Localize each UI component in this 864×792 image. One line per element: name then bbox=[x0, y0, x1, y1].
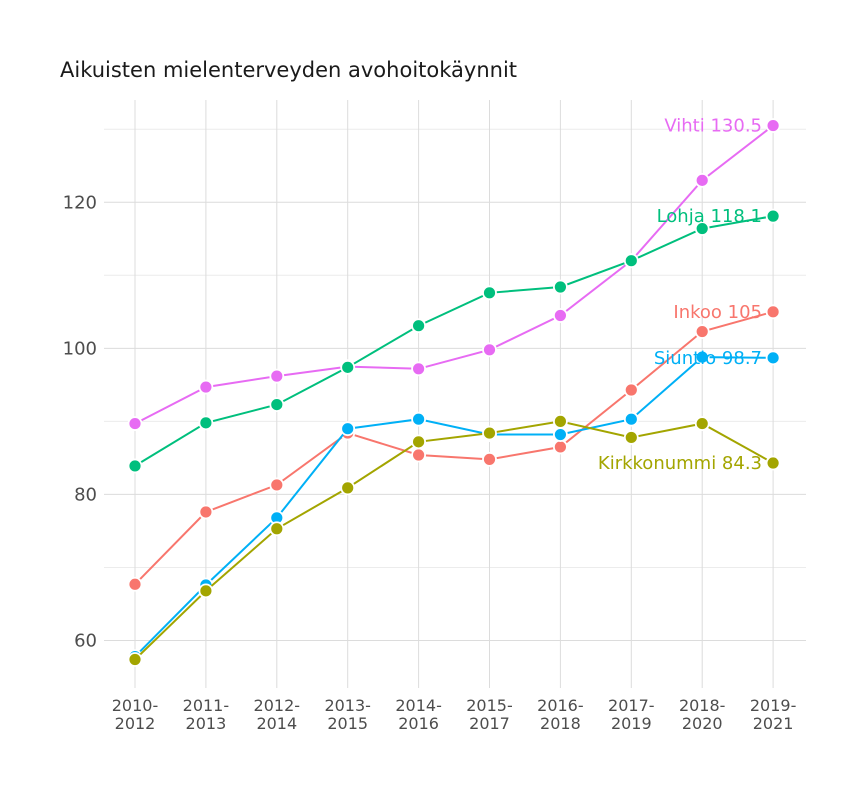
x-tick-label: 2012- bbox=[254, 696, 301, 715]
data-point bbox=[694, 349, 710, 365]
data-point bbox=[765, 208, 781, 224]
data-point bbox=[127, 458, 143, 474]
end-label-kirkkonummi: Kirkkonummi 84.3 bbox=[598, 453, 762, 474]
data-point bbox=[269, 368, 285, 384]
data-point bbox=[127, 416, 143, 431]
data-point bbox=[411, 434, 427, 450]
data-point bbox=[198, 583, 214, 599]
x-tick-label: 2017 bbox=[469, 714, 510, 733]
data-point bbox=[340, 480, 356, 496]
data-point bbox=[269, 521, 285, 537]
series-line bbox=[134, 310, 774, 586]
data-point bbox=[765, 455, 781, 471]
data-point bbox=[340, 421, 356, 437]
data-point bbox=[694, 324, 710, 339]
x-axis: 2010-2012 2011-2013 2012-2014 2013-2015 2014… bbox=[112, 696, 797, 733]
data-point bbox=[765, 118, 781, 133]
series-line bbox=[134, 420, 774, 661]
end-label-inkoo: Inkoo 105 bbox=[673, 302, 762, 323]
data-point bbox=[411, 318, 427, 334]
series-layer bbox=[127, 118, 781, 667]
series-line bbox=[134, 215, 774, 467]
y-tick-label: 120 bbox=[63, 192, 97, 213]
data-point bbox=[269, 477, 285, 493]
chart-title: Aikuisten mielenterveyden avohoitokäynni… bbox=[60, 58, 517, 82]
y-tick-label: 60 bbox=[74, 631, 97, 652]
series-siuntio bbox=[127, 349, 781, 664]
data-point bbox=[623, 382, 639, 398]
x-tick-label: 2014- bbox=[395, 696, 442, 715]
end-label-siuntio: Siuntio 98.7 bbox=[654, 348, 762, 369]
x-tick-label: 2019- bbox=[750, 696, 797, 715]
data-point bbox=[198, 504, 214, 520]
data-point bbox=[127, 652, 143, 667]
x-tick-label: 2016 bbox=[398, 714, 439, 733]
x-tick-label: 2016- bbox=[537, 696, 584, 715]
x-tick-label: 2012 bbox=[115, 714, 156, 733]
data-point bbox=[553, 279, 568, 295]
data-point bbox=[553, 439, 568, 455]
data-point bbox=[553, 427, 568, 442]
x-tick-label: 2021 bbox=[753, 714, 794, 733]
data-point bbox=[623, 411, 639, 427]
data-point bbox=[482, 285, 497, 301]
data-point bbox=[127, 576, 143, 592]
data-point bbox=[411, 447, 427, 463]
series-lohja bbox=[127, 208, 781, 474]
series-line bbox=[134, 124, 774, 425]
x-tick-label: 2013- bbox=[324, 696, 371, 715]
y-tick-label: 100 bbox=[63, 338, 97, 359]
data-point bbox=[482, 342, 497, 358]
series-vihti bbox=[127, 118, 781, 431]
data-point bbox=[694, 416, 710, 431]
data-point bbox=[198, 415, 214, 431]
data-point bbox=[553, 413, 568, 429]
data-point bbox=[623, 253, 639, 269]
data-point bbox=[553, 308, 568, 323]
end-label-vihti: Vihti 130.5 bbox=[664, 116, 762, 137]
series-line bbox=[134, 356, 774, 658]
data-point bbox=[198, 379, 214, 395]
x-tick-label: 2011- bbox=[183, 696, 230, 715]
data-point bbox=[482, 425, 497, 441]
data-point bbox=[765, 304, 781, 320]
end-label-lohja: Lohja 118.1 bbox=[657, 206, 762, 227]
x-tick-label: 2015 bbox=[327, 714, 368, 733]
end-labels: Vihti 130.5 Lohja 118.1 Inkoo 105 Siuntio 9… bbox=[598, 116, 762, 474]
x-tick-label: 2018 bbox=[540, 714, 581, 733]
data-point bbox=[623, 430, 639, 445]
x-tick-label: 2010- bbox=[112, 696, 159, 715]
series-kirkkonummi bbox=[127, 413, 781, 667]
x-tick-label: 2017- bbox=[608, 696, 655, 715]
data-point bbox=[411, 411, 427, 427]
data-point bbox=[765, 350, 781, 366]
y-axis: 60 80 100 120 bbox=[63, 192, 97, 651]
x-tick-label: 2018- bbox=[679, 696, 726, 715]
data-point bbox=[269, 397, 285, 412]
x-tick-label: 2013 bbox=[186, 714, 227, 733]
y-tick-label: 80 bbox=[74, 484, 97, 505]
data-point bbox=[482, 451, 497, 467]
x-tick-label: 2014 bbox=[256, 714, 297, 733]
x-tick-label: 2019 bbox=[611, 714, 652, 733]
x-tick-label: 2015- bbox=[466, 696, 513, 715]
data-point bbox=[694, 221, 710, 236]
data-point bbox=[694, 172, 710, 188]
grid bbox=[104, 100, 806, 688]
data-point bbox=[340, 359, 356, 375]
data-point bbox=[411, 361, 427, 377]
x-tick-label: 2020 bbox=[682, 714, 723, 733]
